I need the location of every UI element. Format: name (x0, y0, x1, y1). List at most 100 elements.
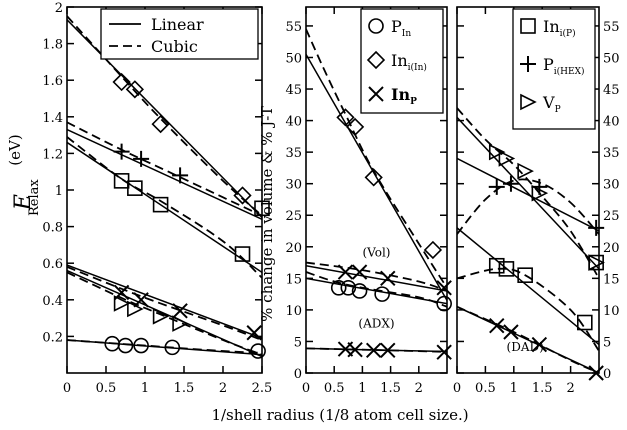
y-tick-label: 0 (603, 367, 611, 382)
legend-box (512, 8, 596, 130)
y-tick-label: 40 (285, 115, 302, 130)
square-data-point (576, 314, 593, 331)
circle-data-point (164, 339, 181, 356)
cubic-fit-line-3 (306, 347, 447, 353)
y-tick-label: 50 (285, 51, 302, 66)
circle-data-point (330, 280, 347, 296)
y-tick-label: 0.2 (42, 330, 63, 345)
legend-diamond-marker (366, 50, 386, 70)
legend: Ini(P)Pi(HEX)VP (512, 8, 596, 130)
x-data-point (436, 344, 452, 360)
plot-frame (456, 6, 600, 374)
y-tick-label: 10 (285, 304, 302, 319)
legend-entry-subscript: i(P) (560, 28, 576, 39)
linear-fit-line-0 (457, 116, 599, 270)
plus-data-point (133, 150, 150, 167)
panel-middle-percent-change: 0 0.5 1 1.5 20510152025303540455055(Vol)(ADX… (285, 6, 452, 396)
y-tick-label: 1.2 (42, 147, 63, 162)
y-tick-label: 2 (55, 1, 63, 16)
linear-fit-line-1 (457, 157, 599, 232)
linear-fit-line-1 (306, 264, 447, 292)
x-tick-label: 0 (302, 381, 310, 396)
y-tick-label: 5 (294, 335, 302, 350)
x-data-point (172, 303, 188, 319)
x-tick-label: 0 (63, 381, 71, 396)
legend-entry-subscript: i(In) (408, 62, 427, 73)
linear-fit-line-2 (67, 141, 262, 273)
cubic-fit-line-3 (67, 266, 262, 341)
linear-fit-line-0 (306, 53, 447, 301)
y-tick-label: 0.4 (42, 294, 63, 309)
left-y-axis-label-subscript: Relax (27, 179, 42, 216)
y-tick-label: 15 (285, 272, 302, 287)
diamond-data-point (125, 80, 144, 99)
y-tick-label: 1.4 (42, 111, 63, 126)
cubic-fit-line-5 (67, 339, 262, 354)
x-tick-label: 2 (415, 381, 423, 396)
y-tick-label: 55 (603, 20, 620, 35)
cubic-fit-line-1 (67, 121, 262, 217)
linear-fit-line-2 (457, 227, 599, 346)
linear-fit-line-1 (67, 128, 262, 220)
cubic-fit-line-3 (457, 305, 599, 373)
circle-data-point (351, 283, 368, 299)
x-tick-label: 1.5 (380, 381, 401, 396)
legend-entry-label: Cubic (151, 37, 198, 56)
legend-box (100, 8, 259, 60)
triangle-data-point (588, 254, 605, 271)
legend-entry-subscript: P (410, 97, 417, 107)
x-data-point (380, 342, 396, 358)
cubic-fit-line-0 (457, 107, 599, 279)
panel-left-energy: 0 0.5 1 1.5 2 2.5 0.2 0.4 0.6 0.8 1 1.2 1.4 1.6 1.8 2 Li… (42, 1, 272, 396)
circle-data-point (340, 280, 357, 296)
cubic-fit-line-1 (306, 261, 447, 292)
legend: Linear Cubic (100, 8, 259, 60)
diamond-data-point (233, 186, 252, 205)
y-tick-label: 45 (285, 83, 302, 98)
plus-data-point (172, 167, 189, 184)
cubic-fit-line-2 (306, 271, 447, 308)
legend-square-marker (520, 18, 536, 34)
x-tick-label: 2 (219, 381, 227, 396)
y-tick-label: 20 (603, 241, 620, 256)
legend-plus-marker (520, 56, 536, 72)
square-data-point (127, 180, 143, 196)
diamond-data-point (423, 240, 443, 260)
x-data-point (503, 324, 519, 340)
plus-data-point (113, 143, 130, 160)
triangle-data-point (172, 315, 189, 332)
diamond-data-point (151, 114, 170, 134)
legend-x-marker (368, 86, 384, 102)
x-tick-label: 2.5 (252, 381, 273, 396)
legend-entry-subscript: In (402, 29, 412, 39)
plus-data-point (488, 178, 505, 195)
circle-data-point (436, 295, 452, 312)
x-axis-label: 1/shell radius (1/8 atom cell size.) (211, 406, 468, 424)
square-data-point (488, 257, 505, 274)
x-tick-label: 0 (453, 381, 461, 396)
y-tick-label: 1 (55, 184, 63, 199)
y-tick-label: 35 (285, 146, 302, 161)
triangle-data-point (113, 295, 131, 312)
diamond-data-point (112, 72, 131, 92)
x-data-point (531, 336, 548, 353)
x-data-point (489, 317, 505, 334)
plus-data-point (588, 219, 605, 236)
x-data-point (436, 280, 452, 296)
x-tick-label: 1.5 (532, 381, 553, 396)
legend-entry-label: Linear (151, 15, 204, 34)
panel-right-percent-change: 0 0.5 1 1.5 20510152025303540455055(DAD)Ini(… (453, 6, 620, 396)
annotation-label: (Vol) (363, 245, 391, 259)
triangle-data-point (127, 300, 144, 318)
y-tick-label: 1.6 (42, 74, 63, 89)
x-tick-label: 0.5 (324, 381, 345, 396)
plot-frame (305, 6, 448, 374)
y-tick-label: 50 (603, 51, 620, 66)
x-tick-label: 0.5 (475, 381, 496, 396)
left-y-axis-title: E Relax (eV) (6, 134, 42, 216)
x-data-point (347, 341, 363, 358)
left-y-axis-label-E: E (11, 194, 36, 211)
plus-data-point (531, 178, 548, 195)
